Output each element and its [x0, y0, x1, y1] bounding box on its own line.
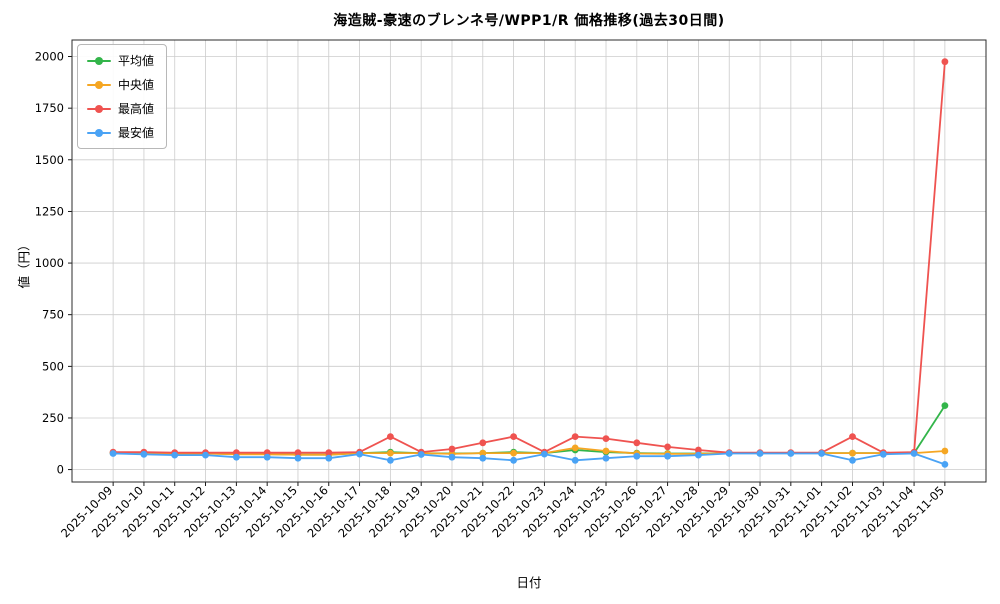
- data-point: [479, 439, 487, 447]
- data-point: [756, 450, 764, 457]
- data-point: [602, 435, 610, 442]
- data-point: [664, 452, 671, 460]
- data-point: [941, 58, 949, 66]
- series-line: [112, 452, 946, 466]
- data-point: [602, 454, 610, 462]
- min-marker-icon: [87, 128, 111, 138]
- data-point: [417, 451, 425, 458]
- data-point: [571, 444, 579, 452]
- legend-item-median: 中央値: [87, 76, 154, 93]
- data-point: [294, 454, 302, 462]
- data-point: [356, 450, 363, 458]
- y-tick-label: 2000: [35, 50, 64, 64]
- data-point: [849, 433, 856, 440]
- data-point: [695, 451, 702, 459]
- series-line: [112, 404, 946, 456]
- data-point: [541, 450, 548, 458]
- legend-label-median: 中央値: [118, 78, 155, 92]
- data-point: [695, 446, 702, 454]
- data-point: [510, 449, 517, 457]
- legend: 平均値 中央値 最高値 最安値: [77, 44, 168, 149]
- data-point: [818, 450, 825, 457]
- y-tick-label: 0: [57, 463, 64, 477]
- legend-label-max: 最高値: [118, 102, 155, 116]
- data-point: [325, 454, 333, 462]
- data-point: [910, 450, 918, 457]
- series-line: [112, 60, 946, 454]
- data-point: [387, 433, 394, 440]
- data-point: [849, 449, 856, 457]
- legend-item-max: 最高値: [87, 100, 154, 117]
- chart-title: 海造賊-豪速のブレンネ号/WPP1/R 価格推移(過去30日間): [333, 13, 725, 29]
- data-point: [448, 453, 456, 461]
- y-axis-label: 値（円）: [16, 238, 32, 289]
- legend-item-mean: 平均値: [87, 52, 154, 69]
- data-point: [448, 445, 456, 453]
- data-point: [849, 456, 856, 464]
- data-point: [602, 447, 610, 455]
- data-point: [479, 449, 487, 457]
- data-point: [941, 461, 949, 468]
- data-point: [941, 447, 949, 455]
- y-tick-label: 1250: [35, 204, 64, 218]
- legend-label-mean: 平均値: [118, 54, 155, 68]
- data-point: [140, 450, 148, 458]
- y-tick-label: 1000: [35, 256, 64, 270]
- data-point: [325, 449, 333, 457]
- data-point: [263, 453, 271, 461]
- data-point: [787, 450, 795, 457]
- data-point: [633, 439, 641, 447]
- y-tick-label: 500: [42, 359, 64, 373]
- y-tick-label: 750: [42, 308, 64, 322]
- data-point: [202, 451, 209, 459]
- mean-marker-icon: [87, 56, 111, 66]
- data-point: [387, 449, 394, 457]
- data-point: [510, 433, 517, 440]
- plot-border: [71, 39, 987, 483]
- median-marker-icon: [87, 80, 111, 90]
- data-point: [725, 450, 733, 457]
- y-tick-label: 1750: [35, 101, 64, 115]
- x-axis-label: 日付: [516, 575, 542, 590]
- y-tick-label: 1500: [35, 153, 64, 167]
- data-point: [171, 451, 179, 459]
- data-point: [941, 402, 949, 409]
- data-point: [571, 456, 579, 464]
- data-point: [479, 454, 487, 462]
- data-point: [633, 452, 641, 460]
- max-marker-icon: [87, 104, 111, 114]
- data-point: [109, 450, 117, 457]
- legend-label-min: 最安値: [118, 126, 155, 140]
- data-point: [879, 450, 887, 458]
- data-point: [664, 443, 671, 451]
- y-tick-label: 250: [42, 411, 64, 425]
- data-point: [294, 449, 302, 457]
- data-point: [233, 453, 240, 461]
- data-point: [571, 433, 579, 440]
- legend-item-min: 最安値: [87, 124, 154, 141]
- data-point: [387, 456, 394, 464]
- data-point: [510, 456, 517, 464]
